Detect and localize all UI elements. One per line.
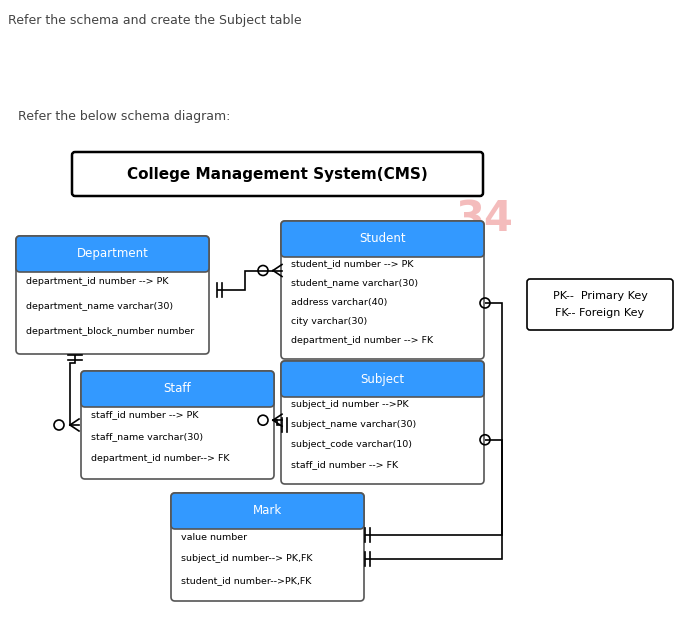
Text: Refer the below schema diagram:: Refer the below schema diagram:	[18, 110, 230, 123]
Text: 34: 34	[455, 198, 513, 240]
FancyBboxPatch shape	[81, 371, 274, 407]
Text: address varchar(40): address varchar(40)	[291, 298, 387, 306]
Text: student_id number-->PK,FK: student_id number-->PK,FK	[181, 576, 312, 585]
FancyBboxPatch shape	[72, 152, 483, 196]
Text: staff_id number --> FK: staff_id number --> FK	[291, 461, 398, 469]
Text: College Management System(CMS): College Management System(CMS)	[127, 167, 428, 181]
Text: Subject: Subject	[360, 373, 405, 386]
Text: subject_id number--> PK,FK: subject_id number--> PK,FK	[181, 555, 312, 563]
FancyBboxPatch shape	[16, 236, 209, 272]
Text: department_id number --> FK: department_id number --> FK	[291, 336, 433, 345]
FancyBboxPatch shape	[527, 279, 673, 330]
Text: value number: value number	[181, 532, 247, 542]
FancyBboxPatch shape	[81, 371, 274, 479]
Text: staff_id number --> PK: staff_id number --> PK	[91, 410, 198, 420]
Text: department_name varchar(30): department_name varchar(30)	[26, 302, 173, 311]
Text: student_id number --> PK: student_id number --> PK	[291, 259, 414, 268]
FancyBboxPatch shape	[281, 361, 484, 397]
Text: Student: Student	[359, 233, 406, 246]
Text: subject_name varchar(30): subject_name varchar(30)	[291, 420, 416, 429]
Text: subject_code varchar(10): subject_code varchar(10)	[291, 440, 412, 449]
Text: Staff: Staff	[164, 383, 192, 396]
FancyBboxPatch shape	[281, 221, 484, 257]
FancyBboxPatch shape	[281, 361, 484, 484]
FancyBboxPatch shape	[171, 493, 364, 601]
Text: subject_id number -->PK: subject_id number -->PK	[291, 400, 409, 409]
Text: department_block_number number: department_block_number number	[26, 327, 194, 336]
Text: student_name varchar(30): student_name varchar(30)	[291, 279, 418, 287]
Text: staff_name varchar(30): staff_name varchar(30)	[91, 432, 203, 441]
Text: Mark: Mark	[253, 504, 282, 517]
FancyBboxPatch shape	[171, 493, 364, 529]
Text: Refer the schema and create the Subject table: Refer the schema and create the Subject …	[8, 14, 302, 27]
Text: Department: Department	[76, 248, 149, 261]
Text: department_id number--> FK: department_id number--> FK	[91, 454, 230, 463]
FancyBboxPatch shape	[281, 221, 484, 359]
Text: PK--  Primary Key
FK-- Foreign Key: PK-- Primary Key FK-- Foreign Key	[552, 292, 648, 318]
FancyBboxPatch shape	[16, 236, 209, 354]
Text: department_id number --> PK: department_id number --> PK	[26, 277, 169, 286]
Text: city varchar(30): city varchar(30)	[291, 317, 367, 326]
